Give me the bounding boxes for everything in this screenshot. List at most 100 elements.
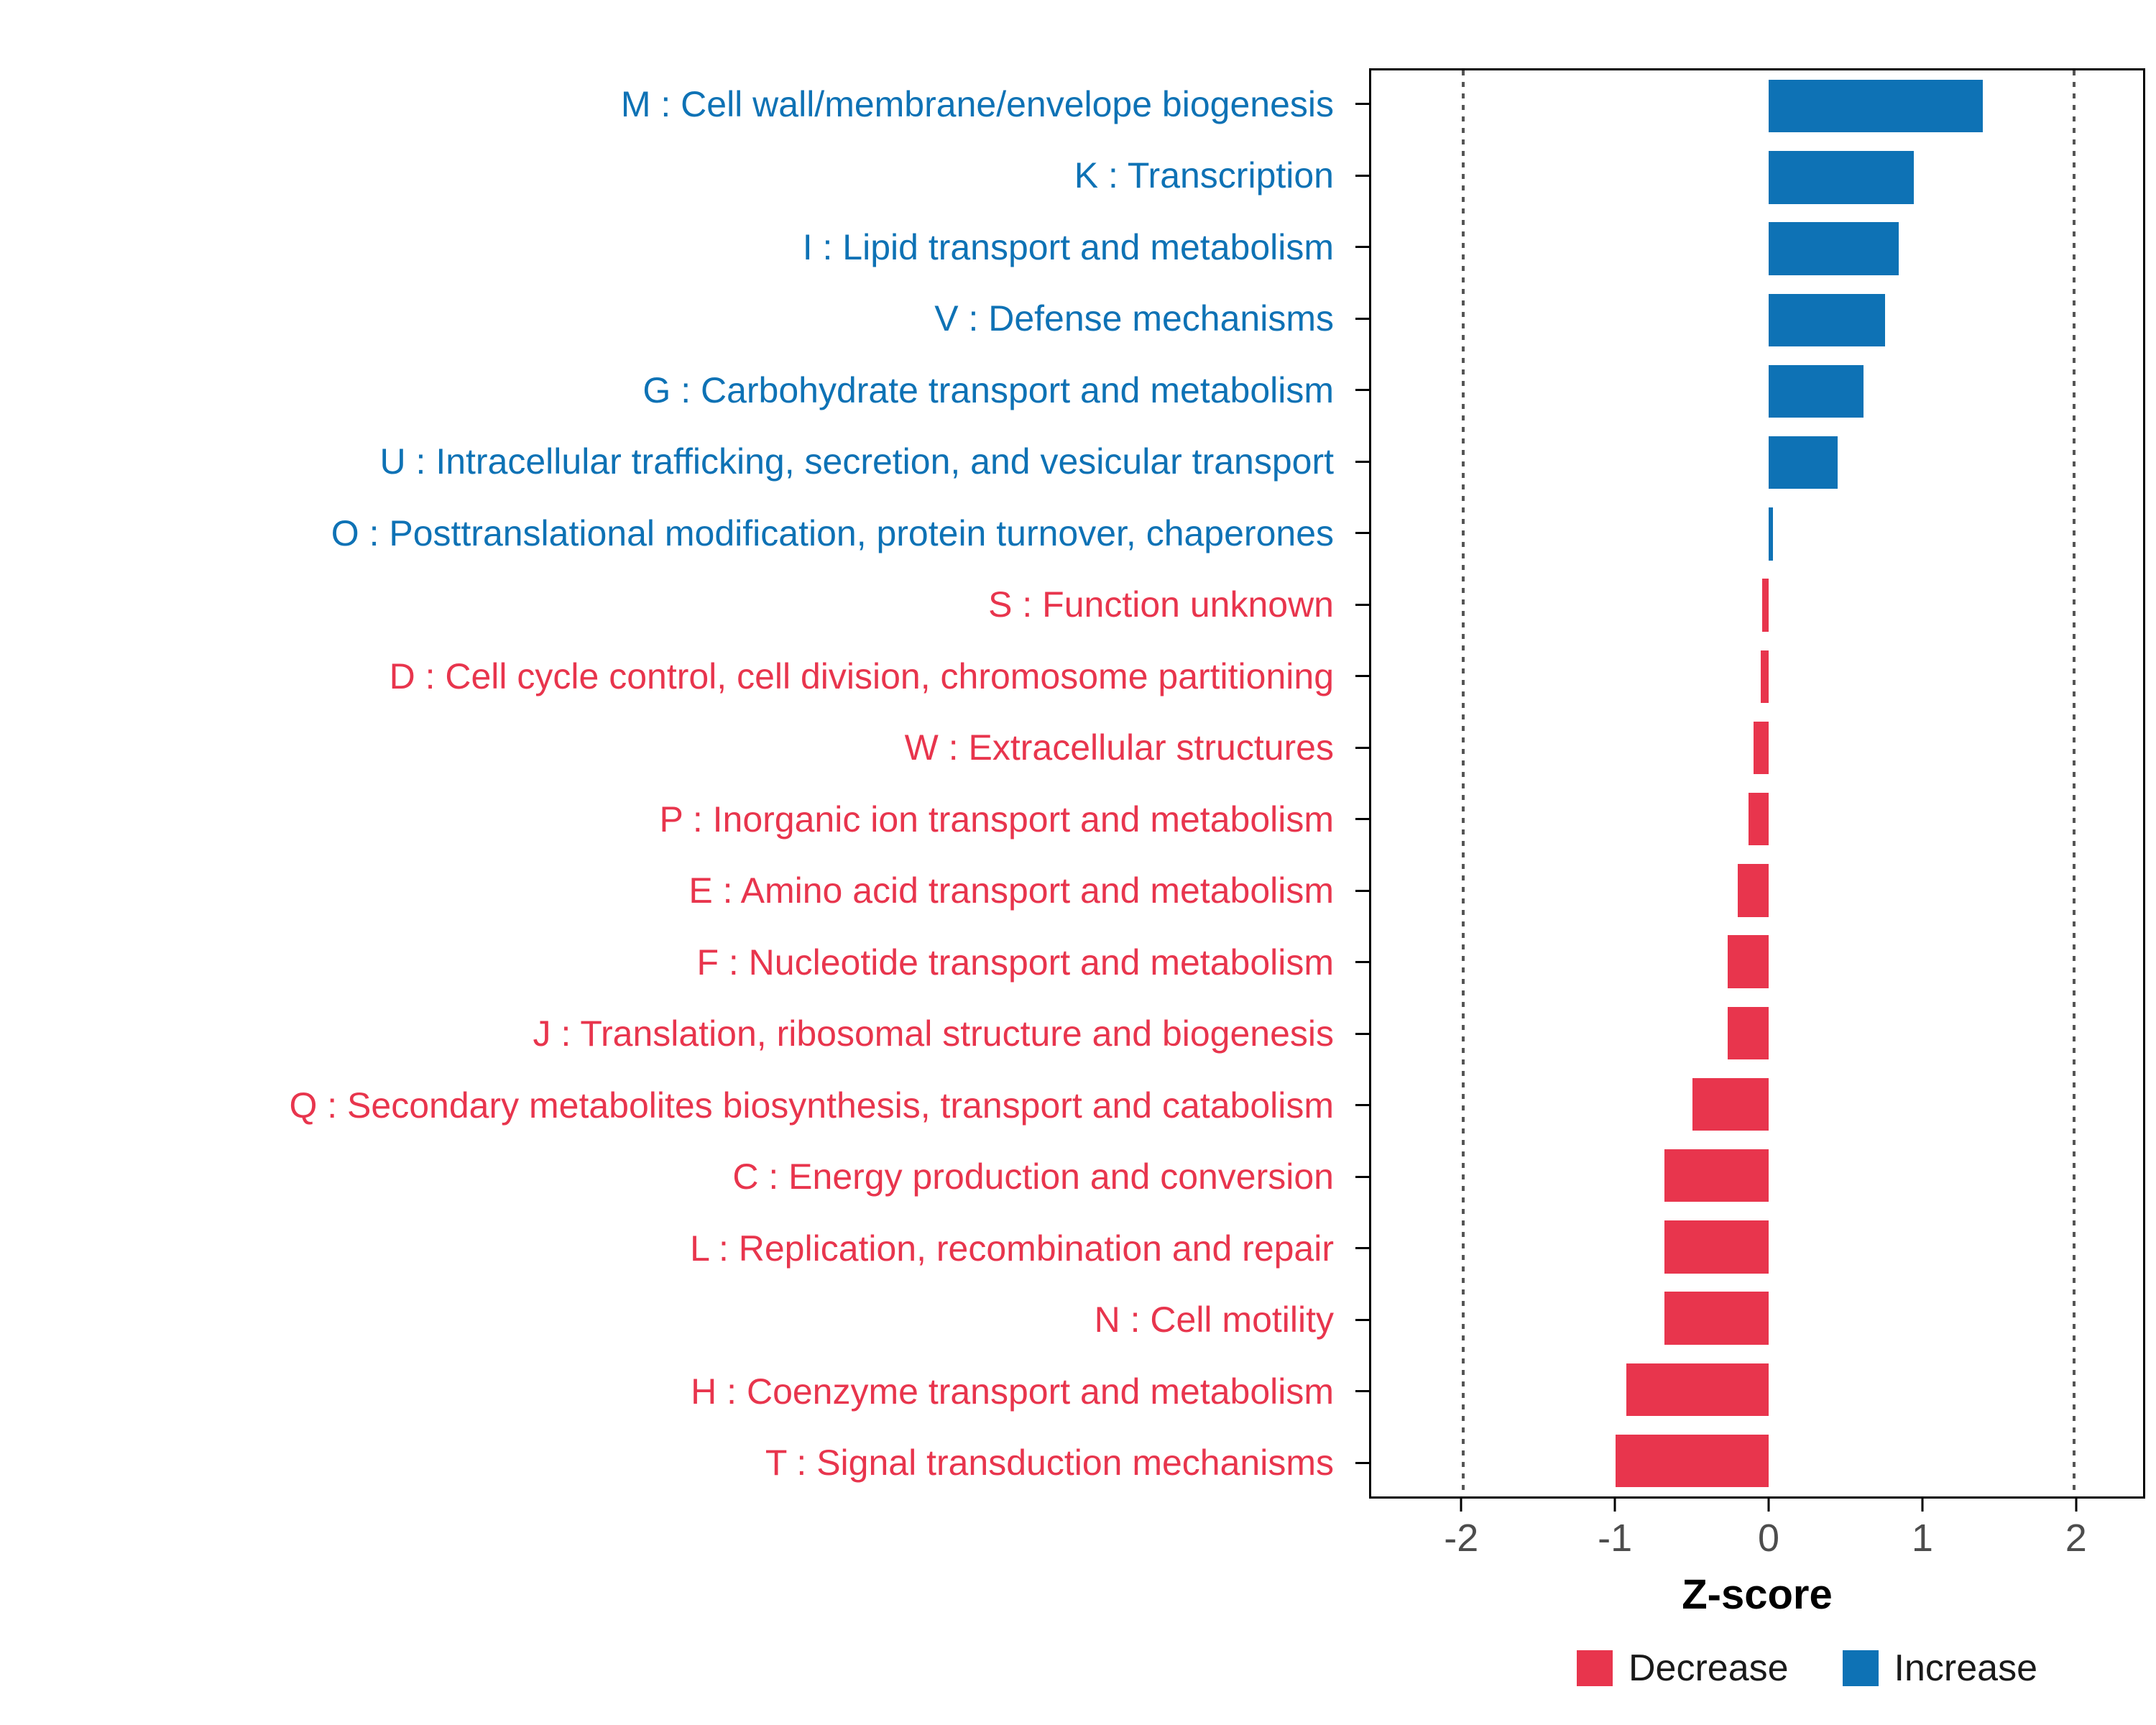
legend-label-decrease: Decrease: [1628, 1647, 1789, 1689]
bar: [1626, 1363, 1769, 1416]
bar-row: [1371, 998, 2143, 1069]
legend-item-increase: Increase: [1842, 1647, 2037, 1689]
x-tick-label: 0: [1758, 1517, 1780, 1560]
x-tick-mark: [1767, 1499, 1770, 1512]
y-axis-ticks: [1355, 68, 1369, 1499]
y-tick-mark: [1355, 675, 1369, 678]
bar: [1753, 721, 1769, 775]
legend-item-decrease: Decrease: [1576, 1647, 1789, 1689]
y-tick-mark: [1355, 818, 1369, 821]
plot-panel: [1369, 68, 2145, 1499]
x-tick-label: -2: [1444, 1517, 1479, 1560]
y-tick-mark: [1355, 746, 1369, 749]
category-label: L : Replication, recombination and repai…: [690, 1228, 1334, 1269]
category-label: S : Function unknown: [988, 584, 1334, 625]
bar-row: [1371, 1282, 2143, 1353]
bar: [1727, 1006, 1769, 1059]
category-label: H : Coenzyme transport and metabolism: [691, 1371, 1334, 1412]
x-tick-mark: [1921, 1499, 1924, 1512]
category-label: F : Nucleotide transport and metabolism: [696, 942, 1334, 983]
bar: [1692, 1077, 1769, 1131]
x-tick-mark: [1613, 1499, 1616, 1512]
category-label: C : Energy production and conversion: [732, 1156, 1334, 1197]
bar: [1761, 650, 1769, 703]
x-axis: -2 -1 0 1 2: [1369, 1499, 2145, 1578]
category-label: O : Posttranslational modification, prot…: [331, 512, 1334, 553]
category-label: T : Signal transduction mechanisms: [765, 1443, 1334, 1484]
y-tick-mark: [1355, 1461, 1369, 1464]
category-label: U : Intracellular trafficking, secretion…: [379, 441, 1334, 482]
bar-row: [1371, 855, 2143, 926]
bar: [1768, 293, 1885, 346]
y-tick-mark: [1355, 889, 1369, 892]
y-tick-mark: [1355, 460, 1369, 463]
bar-row: [1371, 427, 2143, 498]
bar-row: [1371, 712, 2143, 783]
x-tick-label: 2: [2065, 1517, 2087, 1560]
bar-row: [1371, 142, 2143, 213]
category-label: W : Extracellular structures: [904, 727, 1334, 768]
x-axis-title: Z-score: [1682, 1571, 1833, 1618]
y-tick-mark: [1355, 174, 1369, 177]
bar: [1768, 364, 1864, 418]
category-label: K : Transcription: [1074, 155, 1334, 196]
category-label: D : Cell cycle control, cell division, c…: [389, 656, 1334, 696]
x-tick-mark: [2075, 1499, 2078, 1512]
y-tick-mark: [1355, 1175, 1369, 1178]
increase-swatch-icon: [1842, 1650, 1879, 1686]
category-label: P : Inorganic ion transport and metaboli…: [659, 799, 1334, 840]
y-tick-mark: [1355, 961, 1369, 964]
x-tick-label: -1: [1598, 1517, 1633, 1560]
x-tick-label: 1: [1911, 1517, 1933, 1560]
category-label: J : Translation, ribosomal structure and…: [533, 1013, 1334, 1054]
x-tick-mark: [1460, 1499, 1462, 1512]
category-label: N : Cell motility: [1094, 1300, 1334, 1340]
bar: [1768, 436, 1838, 489]
bar-rows: [1371, 70, 2143, 1496]
y-tick-mark: [1355, 1032, 1369, 1035]
legend: Decrease Increase: [1576, 1647, 2037, 1689]
y-tick-mark: [1355, 246, 1369, 249]
bar-row: [1371, 1140, 2143, 1211]
bar: [1768, 151, 1914, 204]
decrease-swatch-icon: [1576, 1650, 1613, 1686]
y-tick-mark: [1355, 103, 1369, 106]
bar-row: [1371, 569, 2143, 640]
bar: [1768, 79, 1983, 133]
bar: [1727, 935, 1769, 988]
category-label: M : Cell wall/membrane/envelope biogenes…: [620, 83, 1334, 124]
category-label: I : Lipid transport and metabolism: [802, 226, 1334, 267]
dotted-gridline: [2073, 70, 2076, 1496]
bar: [1738, 864, 1769, 917]
bar: [1616, 1434, 1769, 1488]
bar-row: [1371, 783, 2143, 855]
y-tick-mark: [1355, 1390, 1369, 1393]
bar: [1664, 1220, 1769, 1274]
bar-row: [1371, 213, 2143, 284]
bar-row: [1371, 498, 2143, 569]
bar: [1768, 222, 1899, 275]
bar: [1762, 579, 1769, 632]
bar-row: [1371, 1425, 2143, 1496]
bar: [1664, 1292, 1769, 1345]
category-label: G : Carbohydrate transport and metabolis…: [642, 369, 1334, 410]
category-label: V : Defense mechanisms: [934, 298, 1334, 339]
y-tick-mark: [1355, 1104, 1369, 1107]
category-label: Q : Secondary metabolites biosynthesis, …: [289, 1085, 1334, 1126]
bar: [1749, 792, 1769, 846]
bar: [1768, 507, 1774, 561]
legend-label-increase: Increase: [1894, 1647, 2037, 1689]
dotted-gridline: [1461, 70, 1465, 1496]
bar-row: [1371, 1069, 2143, 1140]
y-tick-mark: [1355, 1318, 1369, 1321]
bar-row: [1371, 1354, 2143, 1425]
bar-row: [1371, 356, 2143, 427]
y-tick-mark: [1355, 603, 1369, 606]
bar-row: [1371, 70, 2143, 142]
y-tick-mark: [1355, 1247, 1369, 1250]
bar: [1664, 1149, 1769, 1202]
y-tick-mark: [1355, 532, 1369, 535]
bar-row: [1371, 641, 2143, 712]
bar-row: [1371, 285, 2143, 356]
